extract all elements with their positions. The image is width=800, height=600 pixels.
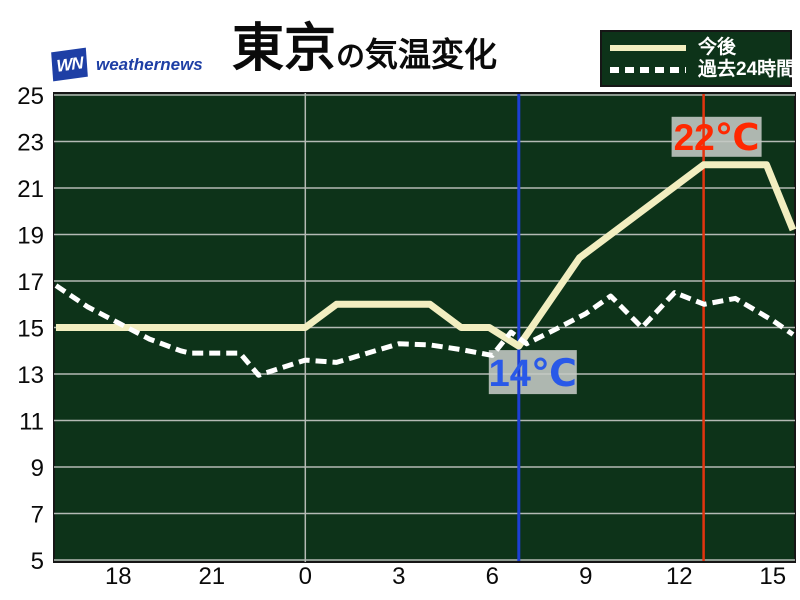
y-tick-label: 23	[17, 130, 44, 157]
annotation-box	[671, 116, 762, 157]
y-tick-label: 19	[17, 223, 44, 250]
weathernews-logo: WN weathernews	[51, 47, 203, 82]
y-tick-label: 15	[17, 316, 44, 343]
page-title: 東京 の 気温変化	[232, 18, 497, 80]
title-suffix: 気温変化	[365, 36, 498, 73]
x-tick-label: 0	[299, 563, 312, 590]
title-city: 東京	[232, 20, 337, 78]
y-tick-label: 25	[17, 83, 44, 110]
x-tick-label: 18	[105, 563, 132, 590]
title-particle: の	[336, 41, 366, 73]
x-tick-label: 9	[579, 563, 592, 590]
annotation-label: 14℃	[489, 353, 577, 395]
forecast-line-swatch	[610, 44, 686, 51]
y-tick-label: 13	[17, 362, 44, 389]
x-tick-label: 15	[759, 563, 786, 590]
legend-item-forecast: 今後	[610, 38, 782, 57]
y-tick-label: 11	[19, 409, 44, 436]
annotation-label: 22℃	[674, 117, 760, 158]
x-tick-label: 12	[666, 563, 693, 590]
past24h-line-swatch	[610, 66, 686, 73]
legend-label-past24h: 過去24時間	[698, 59, 796, 80]
y-tick-label: 17	[17, 269, 44, 296]
y-tick-label: 5	[31, 548, 44, 575]
x-tick-label: 3	[392, 563, 405, 590]
y-tick-label: 9	[31, 455, 44, 482]
y-tick-label: 21	[17, 176, 44, 203]
legend-label-forecast: 今後	[698, 37, 737, 58]
legend-item-past24h: 過去24時間	[610, 60, 795, 79]
y-tick-label: 7	[31, 502, 44, 529]
legend: 今後 過去24時間	[600, 30, 795, 87]
annotation-box	[488, 350, 577, 395]
forecast-line	[56, 161, 797, 350]
brand-name: weathernews	[96, 54, 203, 74]
past-24h-line	[54, 283, 795, 378]
x-tick-label: 21	[198, 563, 225, 590]
x-tick-label: 6	[486, 563, 499, 590]
